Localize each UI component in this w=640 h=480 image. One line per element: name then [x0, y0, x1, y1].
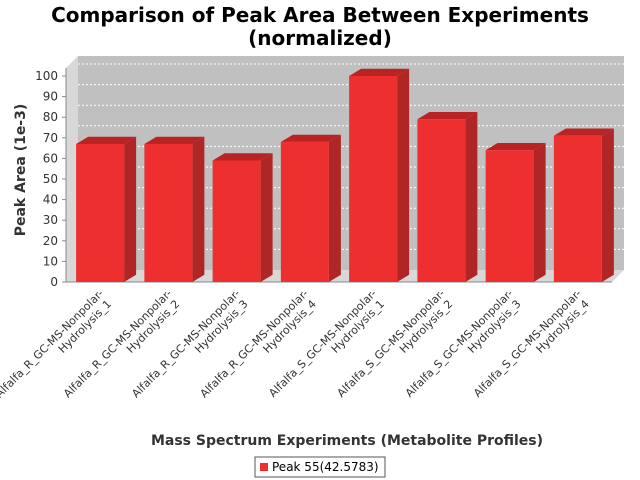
y-tick-label: 70: [43, 131, 58, 145]
y-tick-label: 90: [43, 90, 58, 104]
bar-top: [280, 134, 341, 142]
legend-box: [254, 456, 386, 478]
bar-side: [328, 134, 341, 282]
legend-swatch: [260, 463, 268, 471]
y-tick-label: 0: [50, 275, 58, 289]
y-tick-label: 30: [43, 213, 58, 227]
bar-front: [212, 160, 261, 282]
y-tick-label: 100: [35, 69, 58, 83]
bar: [212, 153, 273, 282]
bar: [349, 68, 410, 282]
y-tick-label: 20: [43, 234, 58, 248]
y-axis-label: Peak Area (1e-3): [13, 104, 29, 237]
y-tick-label: 50: [43, 172, 58, 186]
chart-title-line-1: Comparison of Peak Area Between Experime…: [51, 3, 589, 27]
bar-side: [124, 136, 137, 282]
y-tick-label: 80: [43, 110, 58, 124]
bar-side: [260, 153, 273, 282]
bar-top: [485, 142, 546, 151]
category-label-line: Alfalfa_R_GC-MS-Nonpolar-: [198, 287, 311, 400]
category-label-line: Alfalfa_S_GC-MS-Nonpolar-: [471, 287, 584, 400]
x-axis-label: Mass Spectrum Experiments (Metabolite Pr…: [151, 433, 543, 449]
category-label-line: Alfalfa_S_GC-MS-Nonpolar-: [266, 287, 379, 400]
bar-front: [280, 141, 329, 282]
bar-top: [417, 112, 478, 120]
bar-top: [212, 153, 273, 161]
bar-front: [76, 143, 125, 282]
bar-front: [485, 150, 534, 282]
category-label-line: Alfalfa_S_GC-MS-Nonpolar-: [335, 287, 448, 400]
plot-floor: [66, 270, 624, 282]
bar-top: [349, 68, 410, 76]
bar-side: [465, 112, 478, 282]
bar-side: [192, 136, 205, 282]
bar: [280, 134, 341, 282]
legend: Peak 55(42.5783): [254, 456, 386, 478]
bar-front: [144, 143, 193, 282]
bar: [553, 128, 614, 282]
bar-front: [349, 76, 398, 282]
bar-side: [397, 68, 410, 282]
legend-label: Peak 55(42.5783): [272, 460, 379, 474]
bar: [417, 112, 478, 282]
bar-front: [417, 119, 466, 282]
bar: [144, 136, 205, 282]
bars: [76, 68, 614, 282]
category-label-line: Alfalfa_S_GC-MS-Nonpolar-: [403, 287, 516, 400]
bar-side: [601, 128, 614, 282]
y-axis-ticks: 0 10 20 30 40 50 60 70 80 90 100: [35, 69, 66, 289]
category-label-line: Alfalfa_R_GC-MS-Nonpolar-: [61, 287, 174, 400]
category-label-line: Alfalfa_R_GC-MS-Nonpolar-: [0, 287, 106, 400]
category-label-line: Alfalfa_R_GC-MS-Nonpolar-: [129, 287, 242, 400]
y-tick-label: 60: [43, 151, 58, 165]
bar-front: [553, 135, 602, 282]
plot-side-wall: [66, 56, 78, 282]
chart-title-line-2: (normalized): [248, 26, 392, 50]
bar-top: [553, 128, 614, 136]
category-labels: Alfalfa_R_GC-MS-Nonpolar-Hydrolysis_1Alf…: [0, 287, 592, 410]
bar-top: [144, 136, 205, 144]
bar-top: [76, 136, 137, 144]
y-tick-label: 40: [43, 193, 58, 207]
category-label: Alfalfa_R_GC-MS-Nonpolar-Hydrolysis_1: [0, 287, 115, 410]
bar: [76, 136, 137, 282]
bar: [485, 142, 546, 282]
y-tick-label: 10: [43, 254, 58, 268]
bar-side: [533, 142, 546, 282]
